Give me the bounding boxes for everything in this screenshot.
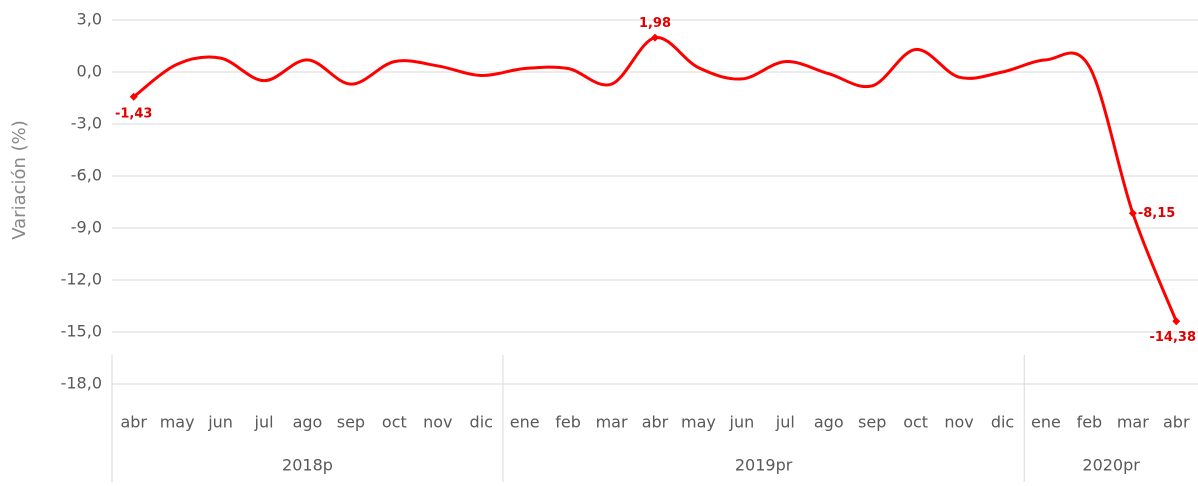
x-tick-label: oct	[903, 413, 928, 432]
x-tick-label: dic	[470, 413, 493, 432]
x-tick-label: sep	[337, 413, 365, 432]
x-tick-label: ene	[1031, 413, 1061, 432]
y-tick-label: -18,0	[61, 374, 102, 393]
y-tick-label: -15,0	[61, 322, 102, 341]
y-axis-label: Variación (%)	[9, 120, 30, 240]
x-tick-label: dic	[991, 413, 1014, 432]
y-tick-label: -3,0	[71, 114, 102, 133]
data-label: -14,38	[1149, 330, 1196, 345]
group-label: 2020pr	[1082, 456, 1140, 475]
point-marker	[651, 33, 659, 42]
data-label: -8,15	[1138, 206, 1175, 221]
x-tick-label: nov	[423, 413, 452, 432]
x-tick-label: ene	[510, 413, 540, 432]
x-tick-label: jul	[775, 413, 795, 432]
x-tick-label: mar	[1117, 413, 1149, 432]
y-tick-label: -9,0	[71, 218, 102, 237]
y-tick-label: -6,0	[71, 166, 102, 185]
x-tick-label: abr	[642, 413, 669, 432]
data-label: 1,98	[639, 16, 671, 31]
group-label: 2019pr	[735, 456, 793, 475]
data-label: -1,43	[115, 106, 152, 121]
x-tick-label: oct	[382, 413, 407, 432]
x-tick-label: nov	[944, 413, 973, 432]
x-tick-label: ago	[814, 413, 844, 432]
x-tick-label: abr	[1163, 413, 1190, 432]
x-tick-label: may	[160, 413, 195, 432]
point-marker	[129, 92, 138, 101]
x-tick-label: jul	[254, 413, 274, 432]
x-tick-label: mar	[596, 413, 628, 432]
x-tick-label: jun	[207, 413, 233, 432]
line	[132, 36, 1178, 322]
y-tick-label: 3,0	[77, 10, 102, 29]
x-tick-label: ago	[293, 413, 323, 432]
x-tick-label: feb	[555, 413, 581, 432]
x-tick-label: sep	[858, 413, 886, 432]
y-tick-label: 0,0	[77, 62, 102, 81]
x-tick-label: jun	[729, 413, 755, 432]
point-marker	[1128, 209, 1137, 218]
point-marker	[1172, 317, 1181, 326]
y-tick-label: -12,0	[61, 270, 102, 289]
x-tick-label: may	[681, 413, 716, 432]
x-tick-label: feb	[1077, 413, 1103, 432]
x-tick-label: abr	[120, 413, 147, 432]
group-label: 2018p	[282, 456, 333, 475]
